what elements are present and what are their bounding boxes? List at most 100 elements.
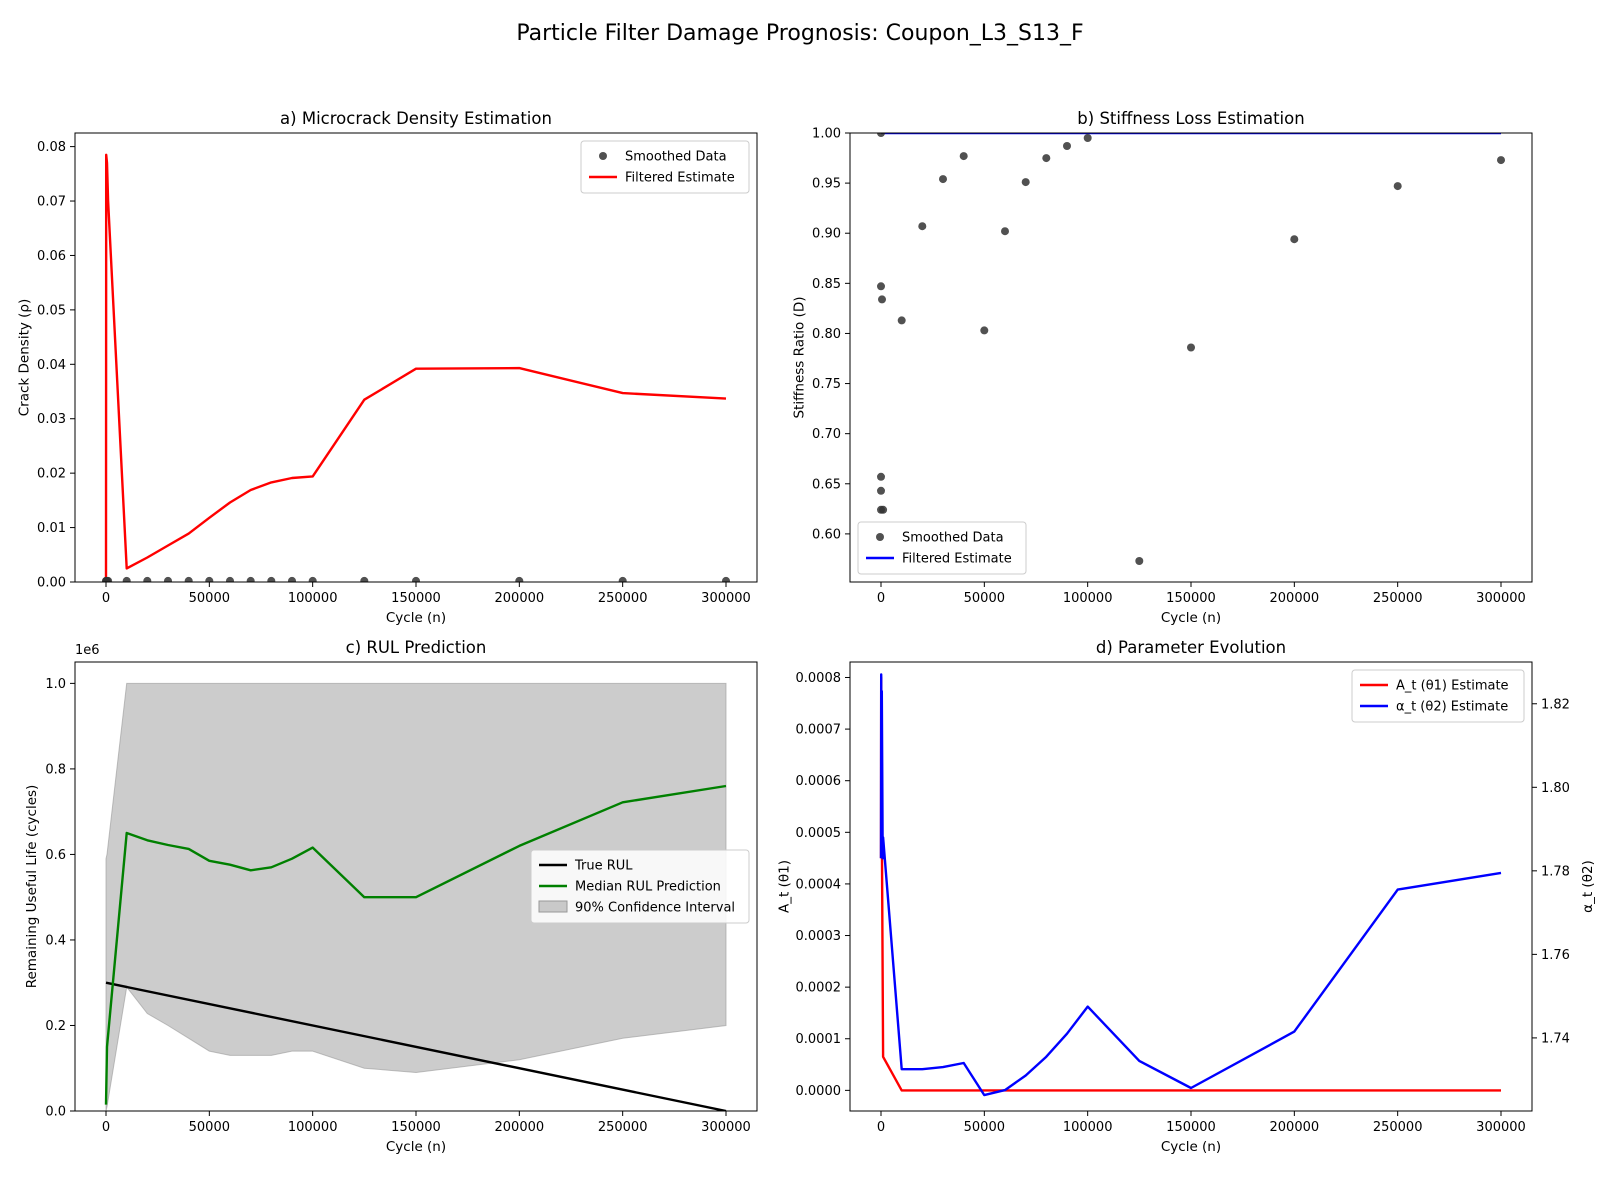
panel-b-data-point (897, 316, 906, 325)
panel-c-legend-box (530, 849, 750, 924)
panel-c-y-tick-label: 1.0 (45, 677, 66, 692)
panel-d-right-y-tick-label: 1.80 (1541, 781, 1570, 796)
panel-b-y-label: Stiffness Ratio (D) (792, 296, 808, 418)
panel-c-x-tick-label: 300000 (701, 1120, 751, 1135)
panel-c-y-tick-label: 0.8 (45, 762, 66, 777)
panel-d-plot-area (879, 673, 1502, 1097)
panel-b-legend-label: Filtered Estimate (902, 552, 1012, 567)
panel-a-legend-box (580, 140, 750, 194)
panel-c-y-tick-label: 0.4 (45, 933, 66, 948)
panel-a-filtered-estimate-line (104, 153, 727, 582)
panel-b-data-point (939, 175, 947, 184)
panel-b-x-tick-label: 300000 (1476, 591, 1526, 606)
panel-b-data-point (877, 282, 885, 291)
panel-b-y-tick-label: 1.00 (812, 127, 841, 142)
panel-a-x-tick-label: 150000 (391, 591, 441, 606)
panel-a-data-point (267, 576, 276, 582)
panel-b-y-tick-label: 0.85 (812, 277, 841, 292)
panel-c-x-tick-label: 50000 (189, 1120, 230, 1135)
panel-a-y-tick-label: 0.01 (37, 521, 66, 536)
panel-b-data-point (918, 222, 927, 231)
panel-b-data-point (1001, 227, 1009, 236)
panel-d-y-tick-label: 0.0008 (796, 671, 842, 686)
panel-c-true-rul-line (105, 981, 727, 1111)
panel-a-data-point (246, 576, 255, 582)
panel-d-y-tick-label: 0.0003 (796, 929, 842, 944)
panel-d-legend: A_t (θ1) Estimate α_t (θ2) Estimate (1351, 669, 1525, 723)
panel-d-right-y-tick-label: 1.78 (1541, 864, 1570, 879)
panel-b-data-point (877, 133, 885, 137)
panel-b-data-point (980, 326, 989, 335)
panel-a-legend: Smoothed Data Filtered Estimate (580, 140, 750, 194)
panel-d-y-tick-label: 0.0001 (796, 1032, 842, 1047)
panel-a-data-point (360, 576, 369, 582)
panel-c-median-rul-prediction-line (104, 784, 727, 1105)
panel-a-data-point (515, 576, 524, 582)
panel-c-legend-label: Median RUL Prediction (575, 880, 721, 895)
panel-b-y-tick-label: 0.70 (812, 427, 841, 442)
panel-a-plot-area (102, 153, 730, 582)
panel-c-x-tick-label: 0 (102, 1120, 110, 1135)
panel-b-legend-box (857, 521, 1027, 575)
panel-c-plot-area (104, 682, 727, 1111)
panel-c-x-tick-label: 100000 (288, 1120, 338, 1135)
panel-a-x-tick-label: 300000 (701, 591, 751, 606)
panel-b-plot-area (877, 133, 1505, 565)
panel-c-y-tick-label: 0.0 (45, 1105, 66, 1120)
panel-a-data-point (143, 576, 152, 582)
panel-b-data-point (1497, 156, 1505, 165)
panel-b-legend-label: Smoothed Data (902, 531, 1004, 546)
panel-b-x-tick-label: 250000 (1373, 591, 1423, 606)
panel-a-x-label: Cycle (n) (386, 610, 446, 626)
panel-b-y-tick-label: 0.90 (812, 227, 841, 242)
panel-d-y-tick-label: 0.0000 (796, 1084, 842, 1099)
panel-a-data-point (618, 576, 627, 582)
panel-b-data-point (959, 152, 968, 161)
panel-d-legend-label: A_t (θ1) Estimate (1396, 679, 1509, 694)
panel-a-data-point (722, 576, 730, 582)
panel-c-x-tick-label: 200000 (495, 1120, 545, 1135)
panel-c-y-label: Remaining Useful Life (cycles) (24, 785, 40, 989)
panel-b-x-tick-label: 100000 (1063, 591, 1113, 606)
panel-a-x-tick-label: 0 (102, 591, 110, 606)
panel-a-data-point (104, 576, 113, 582)
panel-b-data-point (1021, 178, 1030, 187)
panel-b-data-point (877, 486, 885, 495)
panel-c-x-tick-label: 150000 (391, 1120, 441, 1135)
panel-b-data-point (1187, 343, 1195, 352)
panel-a-y-tick-label: 0.07 (37, 195, 66, 210)
panel-d-x-tick-label: 250000 (1373, 1120, 1423, 1135)
panel-d-x-label: Cycle (n) (1161, 1139, 1221, 1155)
panel-a-legend-label: Smoothed Data (625, 150, 727, 165)
panel-c-y-offset-label: 1e6 (75, 643, 100, 658)
panel-d-y-tick-label: 0.0007 (796, 723, 842, 738)
panel-a-y-tick-label: 0.02 (37, 467, 66, 482)
panel-b-y-tick-label: 0.75 (812, 377, 841, 392)
panel-d-x-tick-label: 200000 (1270, 1120, 1320, 1135)
panel-d-title: d) Parameter Evolution (1096, 638, 1286, 657)
panel-d-y-label: A_t (θ1) (776, 860, 792, 913)
panel-c-title: c) RUL Prediction (346, 638, 487, 657)
panel-b-data-point (1393, 182, 1402, 191)
panel-a-x-tick-label: 200000 (495, 591, 545, 606)
panel-b-legend: Smoothed Data Filtered Estimate (857, 521, 1027, 575)
panel-a-data-point (122, 576, 131, 582)
panel-c-legend-label: True RUL (574, 859, 633, 874)
panel-d-t-2-estimate-line (879, 673, 1502, 1097)
panel-b-data-point (1290, 235, 1299, 244)
panel-d-x-tick-label: 0 (877, 1120, 885, 1135)
panel-c-rul-prediction: c) RUL Prediction 0 50000 100000 150000 20000… (24, 638, 758, 1155)
panel-c-x-label: Cycle (n) (386, 1139, 446, 1155)
panel-b-y-tick-label: 0.65 (812, 477, 841, 492)
panel-a-legend-marker (599, 152, 607, 160)
panel-a-microcrack-density: a) Microcrack Density Estimation 0 50000 10… (17, 109, 758, 626)
panel-a-legend-label: Filtered Estimate (625, 171, 735, 186)
panel-d-y-tick-label: 0.0002 (796, 981, 842, 996)
panel-b-y-tick-label: 0.60 (812, 527, 841, 542)
panel-c-y-tick-label: 0.2 (45, 1019, 66, 1034)
panel-a-data-point (205, 576, 214, 582)
panel-c-y-tick-label: 0.6 (45, 848, 66, 863)
panel-d-y-tick-label: 0.0005 (796, 826, 842, 841)
panel-a-data-point (412, 576, 420, 582)
